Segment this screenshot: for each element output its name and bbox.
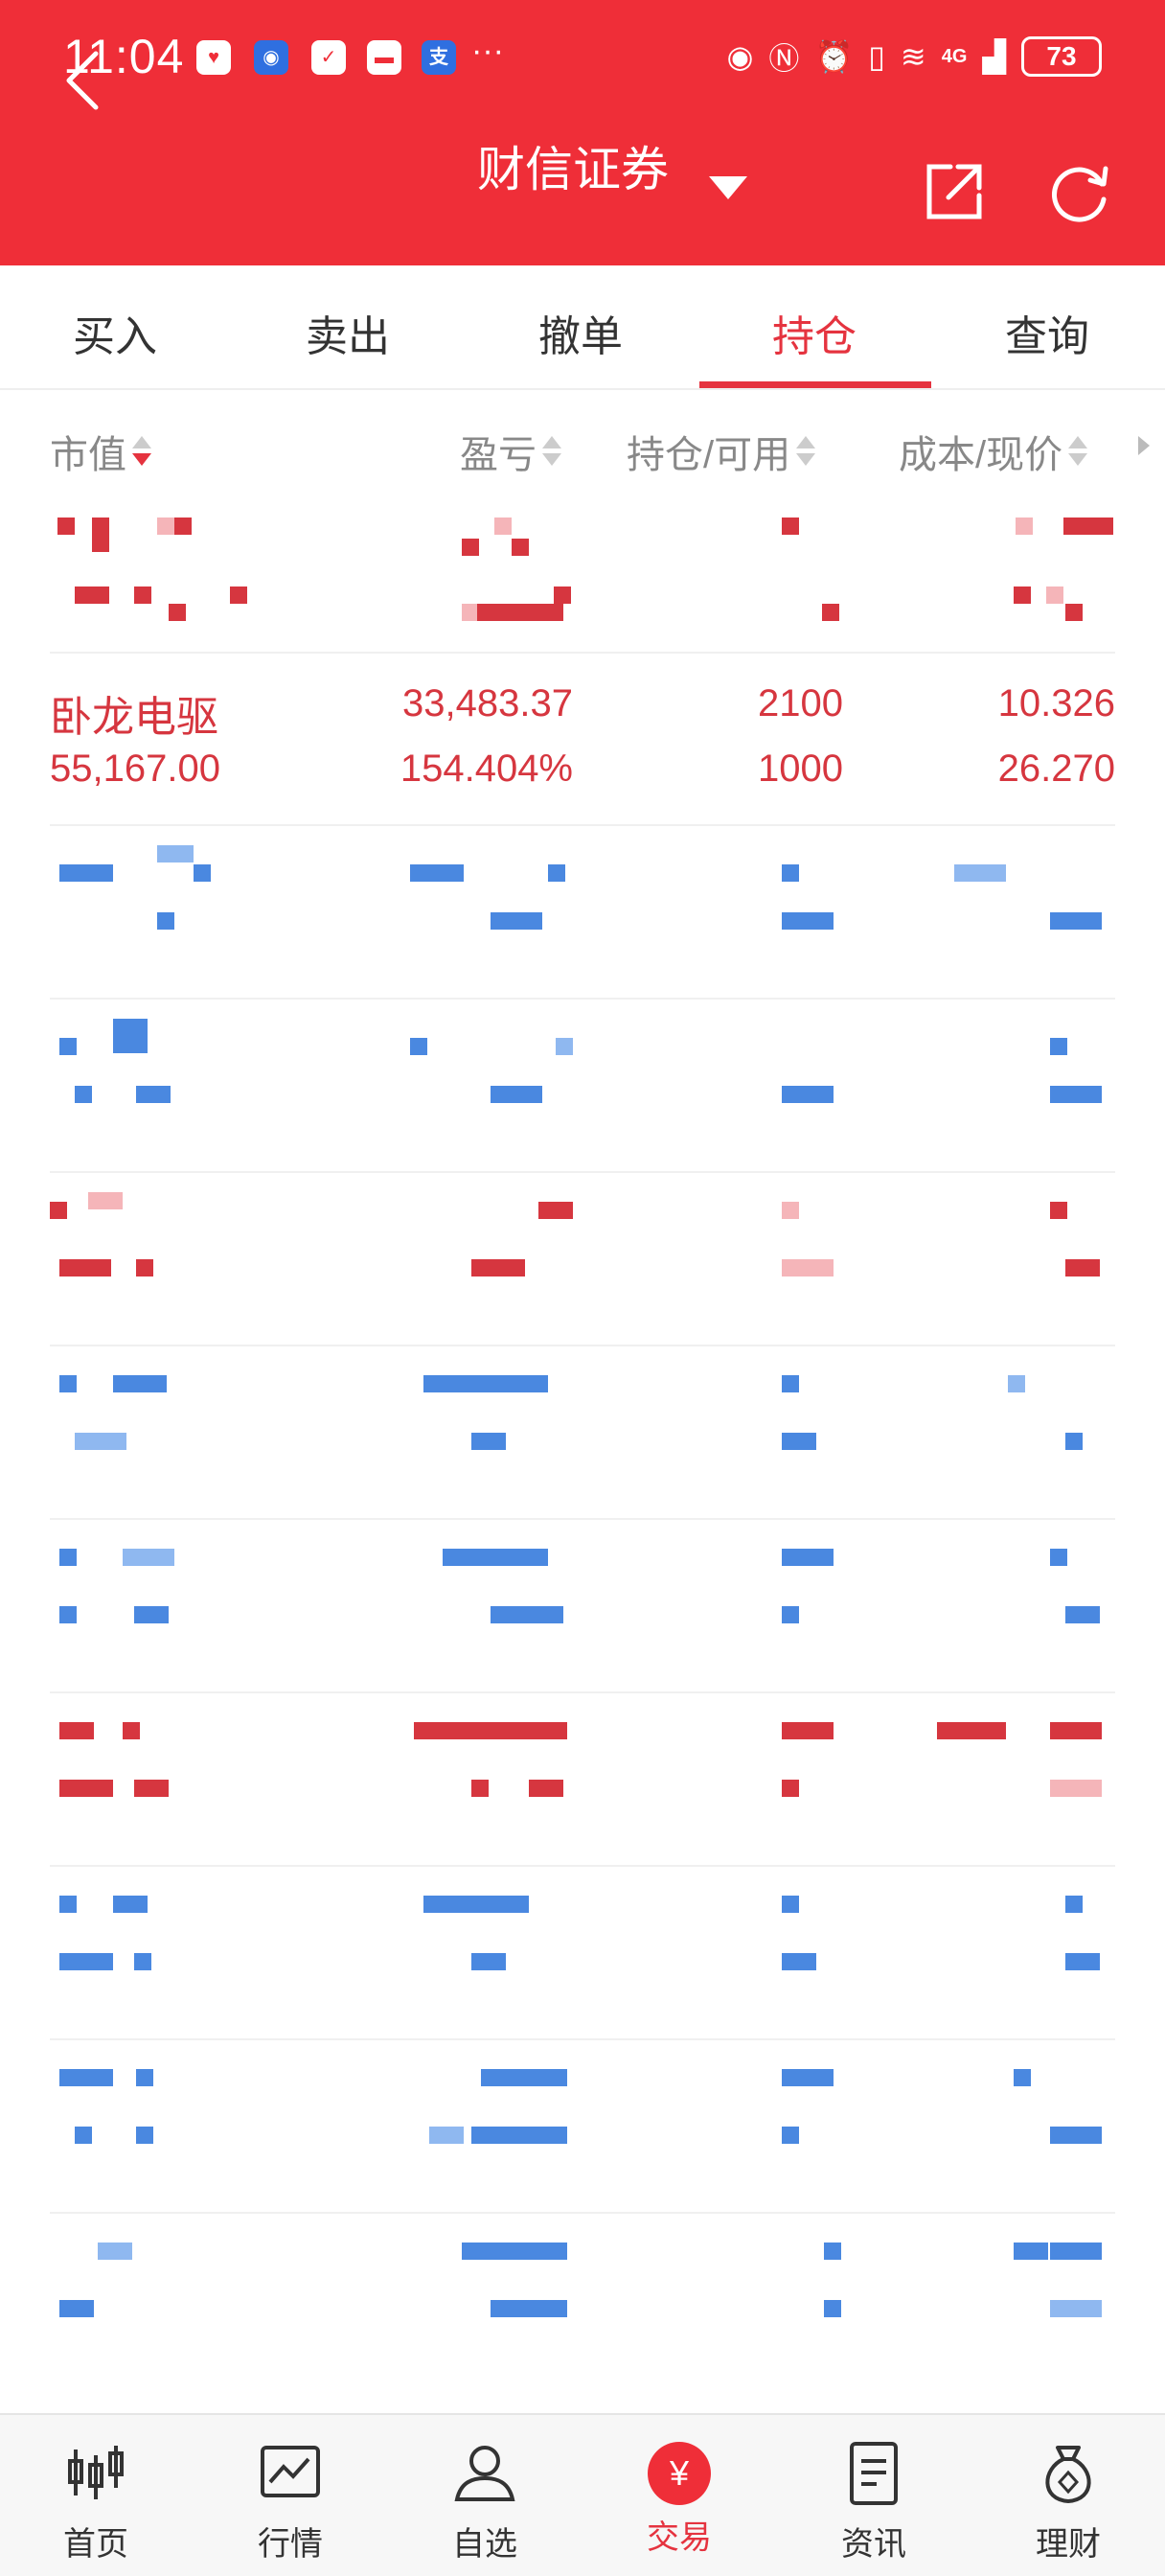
top-bar: 11:04 ♥ ◉ ✓ ▬ 支 ··· ◉ Ⓝ ⏰ ▯ ≋ 4G ▟ 73 财信… (0, 0, 1165, 265)
table-row-highlight[interactable]: 卧龙电驱 55,167.00 33,483.37 154.404% 2100 1… (50, 654, 1115, 826)
position-qty: 2100 (758, 682, 843, 724)
chevron-right-icon[interactable] (1138, 436, 1150, 455)
table-row[interactable] (50, 1693, 1115, 1867)
tab-bar: 买入 卖出 撤单 持仓 查询 (0, 265, 1165, 390)
chart-icon (261, 2446, 320, 2497)
network-type: 4G (941, 45, 968, 67)
tab-cancel[interactable]: 撤单 (538, 313, 623, 360)
header-cost-price[interactable]: 成本/现价 (899, 424, 1088, 479)
table-row[interactable] (50, 1000, 1115, 1173)
status-time: 11:04 (63, 30, 185, 83)
more-notifications-icon: ··· (471, 33, 504, 69)
bottom-navigation: 首页 行情 自选 ¥ 交易 资讯 (0, 2413, 1165, 2576)
tab-buy[interactable]: 买入 (73, 313, 157, 360)
wifi-icon: ≋ (900, 39, 926, 74)
nav-trade-label: 交易 (647, 2519, 712, 2556)
tab-holdings[interactable]: 持仓 (772, 313, 857, 360)
header-profit[interactable]: 盈亏 (460, 424, 561, 479)
user-icon (454, 2446, 515, 2501)
status-bar: 11:04 ♥ ◉ ✓ ▬ 支 ··· ◉ Ⓝ ⏰ ▯ ≋ 4G ▟ 73 (0, 0, 1165, 115)
nfc-icon: Ⓝ (768, 41, 800, 76)
table-header: 市值 盈亏 持仓/可用 成本/现价 (0, 393, 1165, 500)
table-row[interactable] (50, 2214, 1115, 2387)
table-row[interactable] (50, 1867, 1115, 2040)
header-profit-label: 盈亏 (460, 434, 537, 476)
header-market-value-label: 市值 (50, 434, 126, 476)
profit-amount: 33,483.37 (402, 682, 573, 724)
vibrate-icon: ▯ (868, 39, 885, 74)
market-value: 55,167.00 (50, 748, 220, 790)
eye-icon: ◉ (726, 39, 754, 74)
sort-icon (132, 432, 151, 471)
tab-sell[interactable]: 卖出 (306, 313, 390, 360)
huawei-icon: ♥ (196, 40, 231, 75)
sort-icon (1068, 432, 1088, 471)
chat-icon: ✓ (311, 40, 346, 75)
nav-news-label: 资讯 (841, 2526, 906, 2563)
book-icon: ▬ (367, 40, 401, 75)
nav-market[interactable]: 行情 (218, 2440, 362, 2564)
nav-market-label: 行情 (258, 2526, 323, 2563)
table-row[interactable] (50, 826, 1115, 1000)
current-price: 26.270 (997, 748, 1115, 790)
yuan-icon: ¥ (648, 2442, 711, 2505)
sort-icon (796, 432, 816, 471)
sort-icon (542, 432, 561, 471)
refresh-icon[interactable] (1044, 157, 1115, 228)
header-position[interactable]: 持仓/可用 (627, 424, 816, 479)
document-icon (850, 2442, 898, 2505)
header-position-label: 持仓/可用 (627, 434, 791, 476)
table-row[interactable] (50, 1520, 1115, 1693)
page-title[interactable]: 财信证券 (477, 143, 669, 196)
nav-watchlist[interactable]: 自选 (413, 2440, 557, 2564)
nav-watchlist-label: 自选 (452, 2526, 517, 2563)
chevron-down-icon[interactable] (709, 176, 747, 199)
table-row[interactable] (50, 1173, 1115, 1346)
candlestick-icon (68, 2446, 124, 2499)
table-row[interactable] (50, 500, 1115, 654)
nav-home-label: 首页 (63, 2526, 128, 2563)
holdings-list: 卧龙电驱 55,167.00 33,483.37 154.404% 2100 1… (0, 500, 1165, 2387)
nav-wealth[interactable]: 理财 (996, 2440, 1140, 2564)
nav-wealth-label: 理财 (1036, 2526, 1101, 2563)
signal-icon: ▟ (982, 39, 1006, 74)
nav-news[interactable]: 资讯 (802, 2440, 946, 2564)
header-cost-price-label: 成本/现价 (899, 434, 1063, 476)
share-icon[interactable] (920, 157, 989, 226)
table-row[interactable] (50, 1346, 1115, 1520)
back-icon[interactable] (57, 46, 107, 115)
money-bag-icon (1045, 2446, 1091, 2503)
available-qty: 1000 (758, 748, 843, 790)
active-tab-indicator (699, 381, 931, 388)
table-row[interactable] (50, 2040, 1115, 2214)
tab-query[interactable]: 查询 (1005, 313, 1089, 360)
alarm-icon: ⏰ (814, 39, 854, 74)
nav-home[interactable]: 首页 (24, 2440, 168, 2564)
nav-trade[interactable]: ¥ 交易 (607, 2440, 751, 2558)
system-icons: ◉ Ⓝ ⏰ ▯ ≋ 4G ▟ 73 (726, 34, 1102, 79)
location-icon: ◉ (254, 40, 288, 75)
alipay-icon: 支 (422, 40, 456, 75)
stock-name: 卧龙电驱 (50, 694, 218, 741)
cost-price: 10.326 (997, 682, 1115, 724)
header-market-value[interactable]: 市值 (50, 424, 151, 479)
profit-percent: 154.404% (400, 748, 573, 790)
battery-indicator: 73 (1021, 36, 1102, 77)
